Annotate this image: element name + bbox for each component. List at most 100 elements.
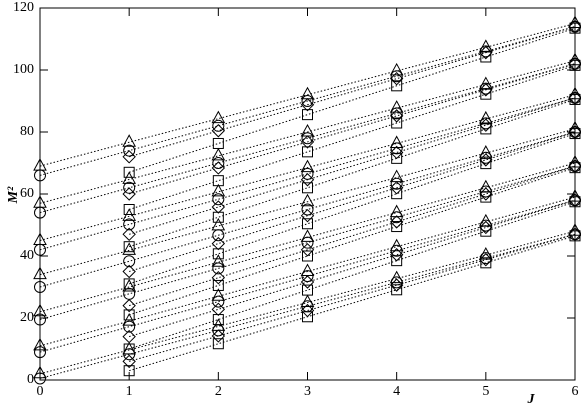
marker: [302, 311, 313, 323]
marker: [301, 132, 314, 145]
marker: [389, 181, 404, 195]
trajectory-line: [129, 98, 576, 248]
trajectory-line: [129, 133, 576, 285]
marker: [478, 145, 493, 158]
trajectory-line: [129, 63, 576, 195]
marker: [389, 62, 404, 76]
trajectory-line: [129, 131, 576, 272]
y-tick-label: 60: [20, 186, 34, 201]
marker: [568, 227, 581, 242]
marker: [211, 200, 226, 214]
trajectory-line: [39, 196, 576, 347]
marker: [122, 354, 136, 369]
marker: [568, 125, 581, 139]
marker: [389, 238, 404, 252]
y-tick-label: 20: [20, 310, 34, 325]
marker: [123, 343, 135, 355]
marker: [211, 329, 226, 343]
marker: [211, 147, 226, 161]
x-tick-label: 6: [572, 384, 579, 399]
marker: [478, 110, 493, 124]
trajectory-line: [39, 230, 576, 375]
marker: [212, 193, 225, 206]
marker: [212, 338, 224, 350]
marker: [122, 329, 136, 344]
marker: [391, 152, 403, 164]
marker: [390, 142, 403, 155]
marker: [568, 52, 581, 66]
marker: [212, 295, 225, 308]
marker: [480, 158, 492, 170]
marker: [391, 284, 403, 296]
marker: [390, 177, 403, 190]
marker: [301, 203, 314, 216]
marker: [33, 232, 47, 245]
marker: [479, 187, 493, 201]
marker: [389, 71, 404, 86]
marker: [302, 250, 313, 262]
marker: [302, 146, 313, 158]
marker: [391, 117, 403, 129]
marker: [33, 365, 47, 379]
marker: [300, 243, 315, 257]
marker: [211, 302, 226, 317]
marker: [300, 275, 315, 289]
marker: [300, 193, 315, 207]
marker: [300, 173, 315, 187]
marker: [389, 100, 404, 113]
marker: [123, 241, 135, 253]
marker: [212, 137, 224, 149]
trajectory-line: [129, 199, 576, 338]
marker: [123, 365, 135, 377]
marker: [211, 236, 226, 251]
marker: [123, 218, 136, 231]
marker: [122, 134, 137, 147]
marker: [33, 195, 47, 208]
marker: [212, 314, 224, 326]
marker: [123, 287, 136, 300]
marker: [211, 110, 226, 124]
marker: [568, 154, 581, 168]
trajectory-line: [129, 167, 576, 316]
marker: [123, 204, 135, 215]
marker: [122, 227, 136, 242]
marker: [390, 107, 403, 120]
marker: [123, 309, 135, 321]
marker: [568, 91, 581, 105]
marker: [212, 175, 224, 187]
marker: [389, 145, 404, 160]
marker: [478, 39, 493, 52]
y-axis-label: M²: [6, 186, 21, 204]
marker: [212, 279, 224, 291]
marker: [123, 166, 135, 178]
trajectory-line: [39, 26, 576, 176]
marker: [301, 95, 314, 107]
marker: [391, 188, 403, 200]
marker: [122, 171, 137, 184]
marker: [479, 151, 492, 164]
marker: [33, 303, 47, 317]
marker: [302, 182, 313, 194]
marker: [122, 264, 136, 279]
y-tick-label: 120: [13, 0, 34, 15]
marker: [300, 159, 315, 173]
marker: [389, 278, 404, 292]
marker: [211, 270, 226, 285]
marker: [391, 80, 403, 92]
marker: [480, 88, 492, 100]
marker: [480, 225, 492, 237]
marker: [212, 119, 225, 132]
marker: [300, 263, 315, 276]
marker: [568, 223, 581, 236]
marker: [480, 191, 492, 203]
marker: [211, 254, 226, 267]
marker: [390, 211, 403, 224]
marker: [300, 294, 315, 307]
marker: [34, 346, 46, 359]
marker: [33, 266, 47, 280]
marker: [300, 303, 315, 318]
x-tick-label: 2: [215, 384, 222, 399]
marker: [212, 262, 225, 275]
